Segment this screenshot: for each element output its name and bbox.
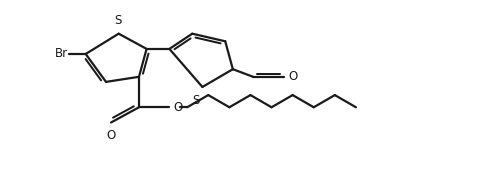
Text: S: S [192, 94, 200, 107]
Text: O: O [174, 101, 183, 114]
Text: S: S [114, 14, 122, 27]
Text: O: O [288, 70, 297, 83]
Text: Br: Br [55, 47, 68, 61]
Text: O: O [106, 129, 116, 142]
